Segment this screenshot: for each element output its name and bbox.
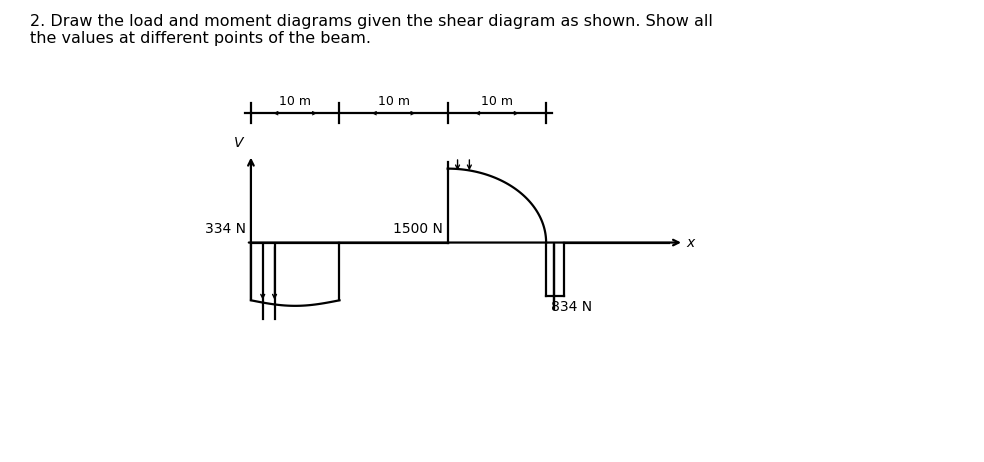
Text: 1500 N: 1500 N (393, 222, 443, 236)
Text: V: V (233, 136, 243, 150)
Text: 2. Draw the load and moment diagrams given the shear diagram as shown. Show all
: 2. Draw the load and moment diagrams giv… (30, 14, 712, 46)
Text: 10 m: 10 m (378, 95, 409, 108)
Text: 10 m: 10 m (279, 95, 311, 108)
Text: 334 N: 334 N (205, 222, 246, 236)
Text: 834 N: 834 N (551, 300, 592, 314)
Text: 10 m: 10 m (481, 95, 513, 108)
Text: x: x (687, 236, 695, 249)
